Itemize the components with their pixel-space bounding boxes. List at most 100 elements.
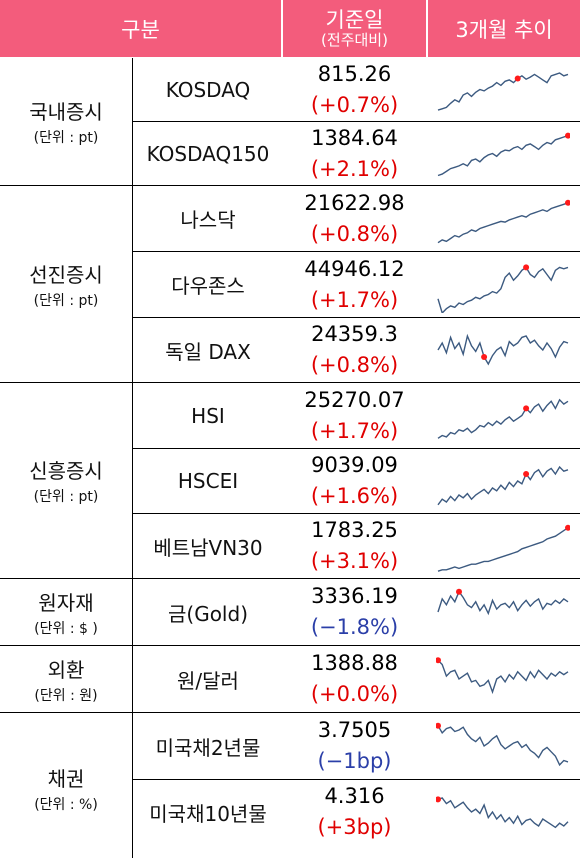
group-bonds: 채권 (단위 : %) xyxy=(0,713,132,863)
trend-sparkline xyxy=(437,398,569,439)
instrument-value-cell: 815.26 (+0.7%) xyxy=(283,58,426,121)
trend-sparkline xyxy=(436,796,569,829)
instrument-name: HSCEI xyxy=(177,469,239,493)
trend-sparkline xyxy=(437,264,569,313)
group-unit: (단위 : 원) xyxy=(34,687,98,704)
group-emerging-stocks: 신흥증시 (단위 : pt) xyxy=(0,383,132,578)
trend-sparkline xyxy=(436,657,569,695)
instrument-value: 25270.07 xyxy=(304,387,405,412)
sparkline-path xyxy=(437,465,569,506)
sparkline-path xyxy=(437,797,569,829)
peak-marker xyxy=(436,796,441,803)
sparkline-path xyxy=(437,590,569,616)
instrument-value-cell: 4.316 (+3bp) xyxy=(283,780,426,844)
instrument-change: (+0.8%) xyxy=(310,353,399,377)
sparkline-path xyxy=(437,72,569,111)
peak-marker xyxy=(523,405,530,412)
peak-marker xyxy=(565,132,570,139)
instrument-name: 미국채10년물 xyxy=(149,801,267,826)
group-unit: (단위 : $ ) xyxy=(34,620,98,637)
group-unit: (단위 : %) xyxy=(34,796,98,813)
row-separator xyxy=(133,121,580,122)
peak-marker xyxy=(565,524,570,531)
group-name: 원자재 xyxy=(38,590,94,615)
trend-sparkline xyxy=(436,722,569,767)
instrument-value: 815.26 xyxy=(317,61,392,86)
header-trend-label: 3개월 추이 xyxy=(455,17,553,42)
peak-marker xyxy=(514,75,521,82)
header-trend: 3개월 추이 xyxy=(428,0,580,57)
header-date-subtitle: (전주대비) xyxy=(321,30,388,49)
sparkline-path xyxy=(437,659,569,695)
instrument-change: (+0.8%) xyxy=(310,221,399,246)
trend-sparkline xyxy=(437,199,570,244)
group-separator xyxy=(0,382,580,383)
sparkline-path xyxy=(437,333,569,366)
row-separator xyxy=(133,251,580,252)
group-separator xyxy=(0,578,580,579)
sparkline-path xyxy=(437,527,569,572)
instrument-value: 24359.3 xyxy=(311,322,398,346)
instrument-name: KOSDAQ150 xyxy=(146,141,270,166)
instrument-name: KOSDAQ xyxy=(165,77,251,102)
instrument-name: 나스닥 xyxy=(180,208,236,232)
instrument-value: 4.316 xyxy=(324,784,385,808)
instrument-change: (+1.6%) xyxy=(310,484,399,508)
instrument-name: 다우존스 xyxy=(171,274,245,298)
instrument-name: 베트남VN30 xyxy=(153,535,263,560)
trend-sparkline xyxy=(437,72,569,111)
row-separator xyxy=(133,317,580,318)
group-domestic-stocks: 국내증시 (단위 : pt) xyxy=(0,58,132,185)
instrument-value: 1384.64 xyxy=(311,125,398,150)
instrument-value-cell: 44946.12 (+1.7%) xyxy=(283,252,426,317)
row-separator xyxy=(133,779,580,780)
group-fx: 외환 (단위 : 원) xyxy=(0,646,132,712)
instrument-change: (+2.1%) xyxy=(310,156,399,181)
instrument-name: 독일 DAX xyxy=(165,339,251,364)
group-name: 외환 xyxy=(47,657,85,682)
instrument-name: 원/달러 xyxy=(177,668,239,693)
sparkline-path xyxy=(437,202,569,244)
trend-sparkline xyxy=(437,132,570,177)
instrument-change: (+3.1%) xyxy=(310,549,399,573)
group-name: 신흥증시 xyxy=(29,459,103,483)
group-unit: (단위 : pt) xyxy=(33,130,99,146)
instrument-change: (+1.7%) xyxy=(310,287,399,312)
instrument-value: 1783.25 xyxy=(311,518,398,542)
instrument-value-cell: 1783.25 (+3.1%) xyxy=(283,514,426,578)
sparkline-path xyxy=(437,134,569,177)
instrument-name: 미국채2년물 xyxy=(155,735,261,760)
instrument-change: (+3bp) xyxy=(317,815,392,839)
instrument-value: 3336.19 xyxy=(311,584,398,608)
trend-sparkline xyxy=(437,524,570,572)
row-separator xyxy=(133,448,580,449)
header-category: 구분 xyxy=(0,0,281,57)
instrument-value: 9039.09 xyxy=(311,453,398,477)
group-name: 채권 xyxy=(47,766,85,791)
instrument-change: (+1.7%) xyxy=(310,418,399,443)
group-name: 선진증시 xyxy=(29,262,103,287)
instrument-value: 44946.12 xyxy=(304,256,405,281)
peak-marker xyxy=(565,199,570,206)
instrument-name: 금(Gold) xyxy=(168,601,248,626)
peak-marker xyxy=(481,354,488,360)
instrument-change: (+0.7%) xyxy=(310,92,399,117)
peak-marker xyxy=(436,657,441,664)
group-separator xyxy=(0,185,580,186)
instrument-change: (−1bp) xyxy=(317,749,392,773)
header-date: 기준일 (전주대비) xyxy=(283,0,426,57)
row-separator xyxy=(133,513,580,514)
group-commodities: 원자재 (단위 : $ ) xyxy=(0,579,132,645)
header-category-label: 구분 xyxy=(121,17,160,42)
sparkline-path xyxy=(437,398,569,439)
instrument-value-cell: 9039.09 (+1.6%) xyxy=(283,449,426,513)
group-separator xyxy=(0,645,580,646)
group-separator xyxy=(0,712,580,713)
header-date-title: 기준일 xyxy=(325,7,384,32)
group-unit: (단위 : pt) xyxy=(33,489,99,505)
instrument-value-cell: 3.7505 (−1bp) xyxy=(283,713,426,779)
trend-sparkline xyxy=(437,465,569,506)
group-developed-stocks: 선진증시 (단위 : pt) xyxy=(0,186,132,382)
group-name: 국내증시 xyxy=(29,100,103,124)
instrument-value: 1388.88 xyxy=(311,651,398,675)
